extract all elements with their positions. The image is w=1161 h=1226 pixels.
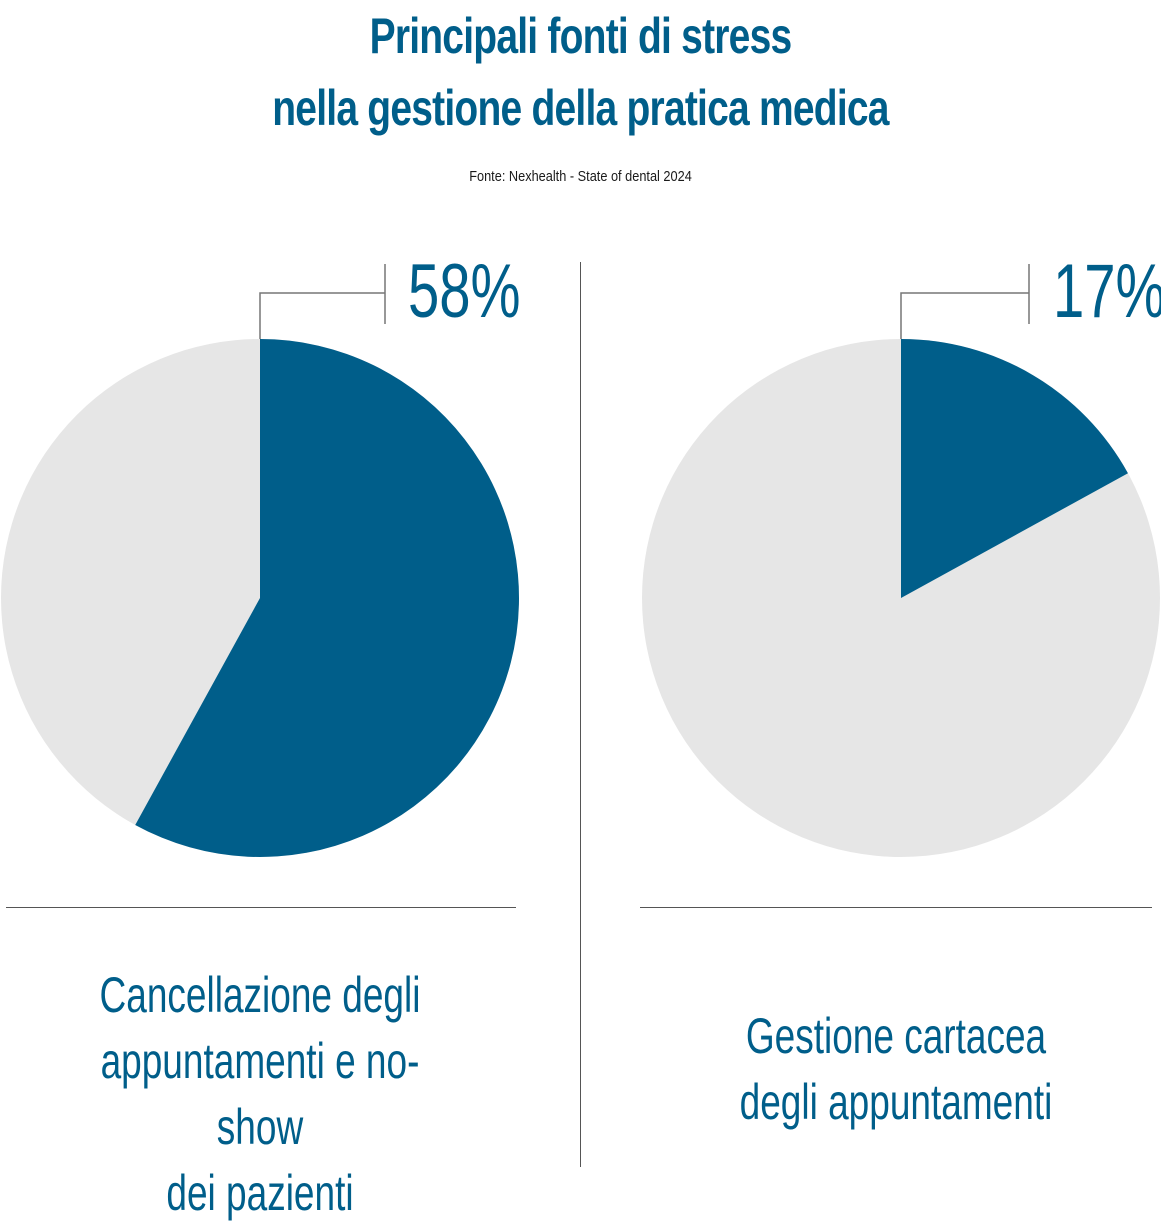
pie-chart-cancellations (1, 264, 519, 857)
pie-chart-paper-management (642, 264, 1160, 857)
center-divider (580, 262, 581, 1167)
pie-right-category-label: Gestione cartacea degli appuntamenti (707, 1003, 1086, 1135)
pie-left-label-line: Cancellazione degli (99, 967, 421, 1023)
pie-left-category-label: Cancellazione degli appuntamenti e no-sh… (68, 962, 453, 1226)
left-baseline-rule (6, 907, 516, 908)
title-line-1: Principali fonti di stress (369, 8, 793, 64)
pie-left-label-line: dei pazienti (166, 1165, 354, 1221)
pie-right-callout-line (900, 264, 1030, 339)
pie-charts (1, 264, 1160, 857)
pie-right-label-line: degli appuntamenti (739, 1074, 1053, 1130)
pie-left-label-line: appuntamenti e no-show (100, 1033, 420, 1155)
right-baseline-rule (640, 907, 1152, 908)
pie-right-slice-highlight (901, 339, 1128, 598)
pie-left-slice-highlight (135, 339, 519, 857)
chart-title: Principali fonti di stress nella gestion… (128, 0, 1034, 144)
pie-right-label-line: Gestione cartacea (745, 1008, 1047, 1064)
pie-left-callout-line (259, 264, 386, 339)
title-line-2: nella gestione della pratica medica (272, 80, 889, 136)
source-note: Fonte: Nexhealth - State of dental 2024 (469, 168, 692, 185)
pie-left-value-label: 58% (408, 249, 521, 334)
pie-right-value-label: 17% (1053, 249, 1161, 334)
